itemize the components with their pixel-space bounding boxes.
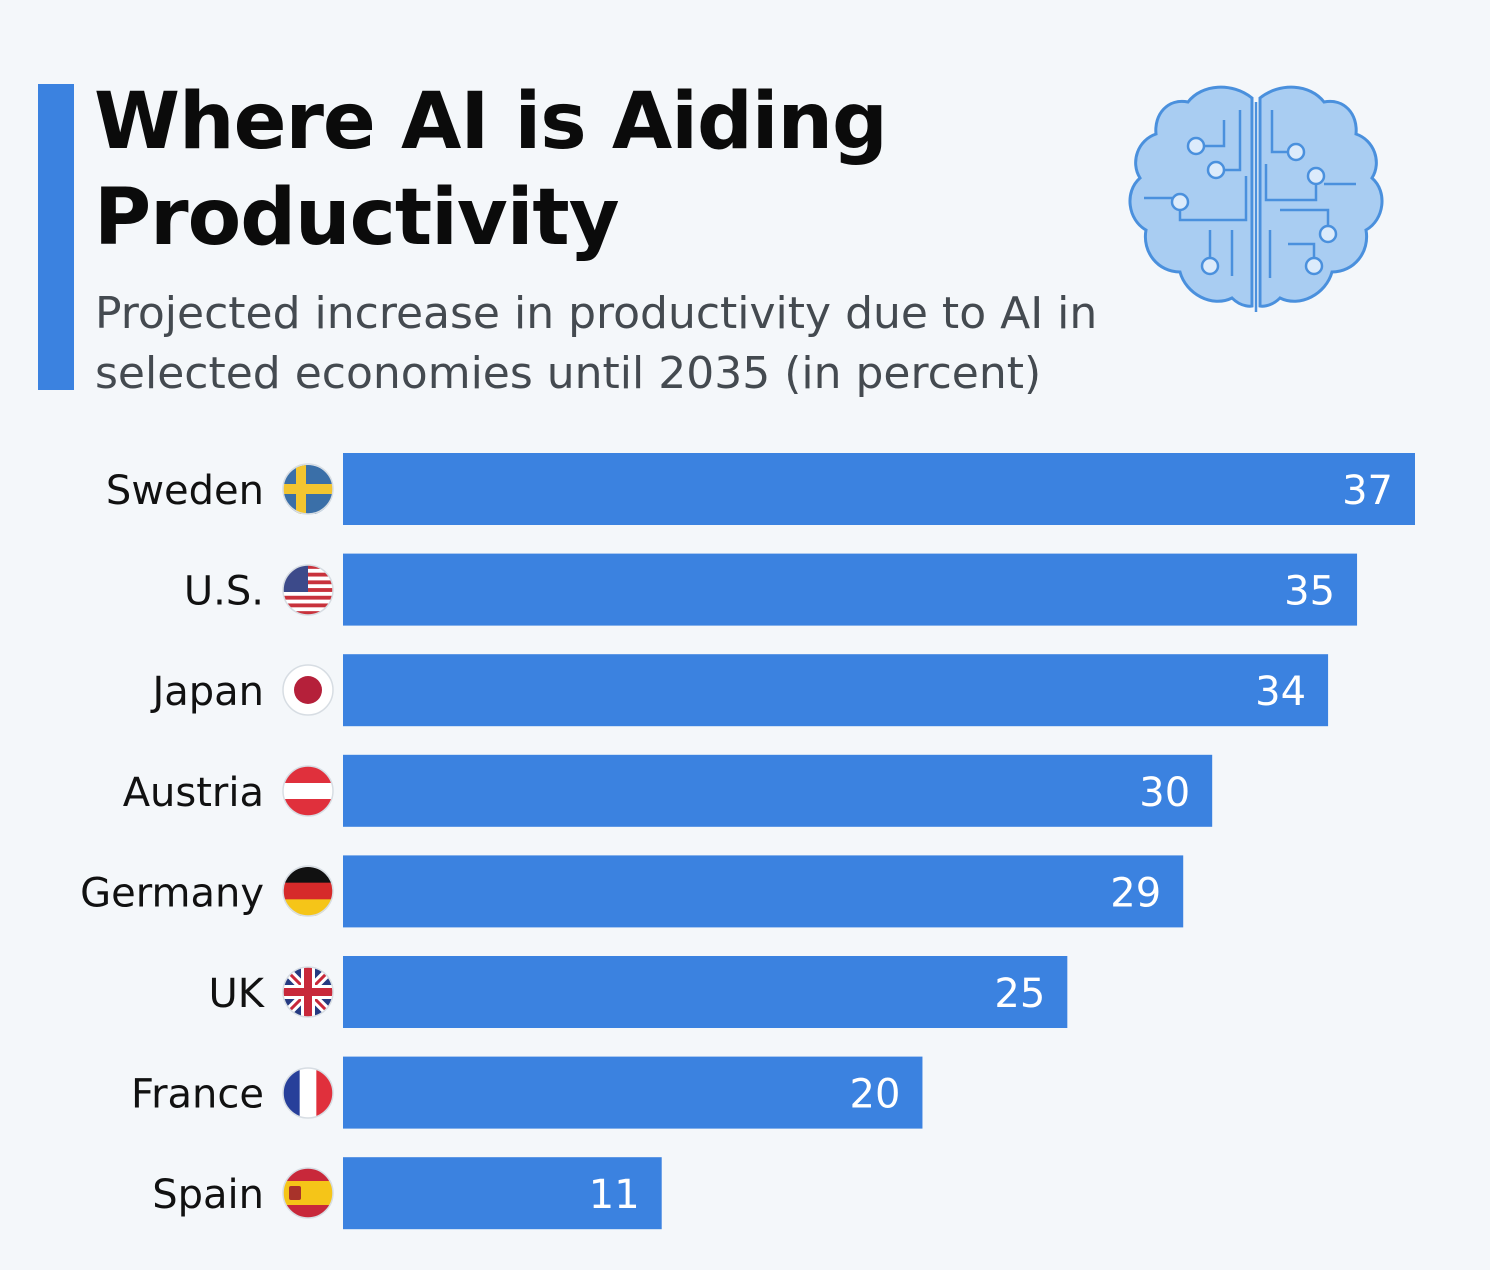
- france-flag-icon: [282, 1067, 334, 1119]
- austria-flag-icon: [282, 765, 334, 817]
- bar-value-label: 30: [1139, 770, 1190, 816]
- bar-value-label: 25: [994, 971, 1045, 1017]
- bar: [343, 1056, 923, 1129]
- page-edge: [1490, 0, 1498, 1270]
- bar-row: 11 Spain: [152, 1157, 662, 1230]
- accent-bar: [38, 84, 74, 390]
- bar-row: 20 France: [131, 1056, 923, 1129]
- spain-flag-icon: [282, 1167, 334, 1219]
- chart-title: Where AI is Aiding Productivity: [94, 77, 888, 263]
- category-label: U.S.: [184, 569, 264, 615]
- japan-flag-icon: [282, 664, 334, 716]
- bar: [343, 855, 1184, 928]
- category-label: Austria: [123, 770, 264, 816]
- bar-value-label: 37: [1342, 468, 1393, 514]
- category-label: Sweden: [106, 468, 264, 514]
- uk-flag-icon: [282, 966, 334, 1018]
- bar-value-label: 29: [1110, 870, 1161, 916]
- bar-row: 37 Sweden: [106, 453, 1415, 525]
- bar: [343, 453, 1415, 525]
- bar-value-label: 11: [589, 1172, 640, 1218]
- bar: [343, 1157, 662, 1230]
- us-flag-icon: [282, 564, 334, 616]
- sweden-flag-icon: [282, 463, 334, 515]
- bar-row: 30 Austria: [123, 754, 1213, 827]
- germany-flag-icon: [282, 865, 334, 917]
- bar-row: 29 Germany: [80, 855, 1184, 928]
- bar: [343, 754, 1213, 827]
- bar-value-label: 34: [1255, 669, 1306, 715]
- brain-circuit-icon: [1128, 85, 1384, 312]
- bar-value-label: 20: [850, 1072, 901, 1118]
- category-label: France: [131, 1072, 264, 1118]
- bar-value-label: 35: [1284, 569, 1335, 615]
- bar-row: 34 Japan: [149, 654, 1329, 727]
- bar-row: 35 U.S.: [184, 553, 1358, 626]
- category-label: UK: [208, 971, 265, 1017]
- chart-subtitle: Projected increase in productivity due t…: [95, 288, 1098, 399]
- bar-row: 25 UK: [208, 956, 1068, 1028]
- category-label: Spain: [152, 1172, 264, 1218]
- bar: [343, 956, 1068, 1028]
- bar: [343, 654, 1329, 727]
- bar: [343, 553, 1358, 626]
- category-label: Germany: [80, 870, 264, 916]
- category-label: Japan: [149, 669, 264, 715]
